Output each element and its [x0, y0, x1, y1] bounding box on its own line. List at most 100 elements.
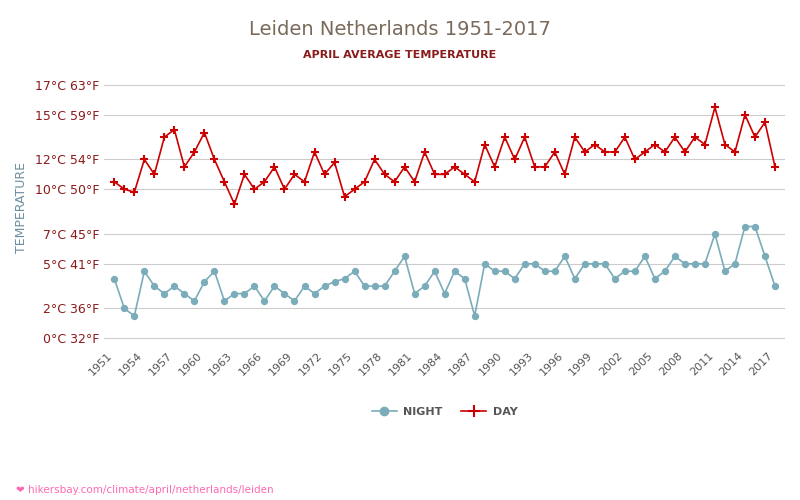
Point — [749, 222, 762, 230]
Point — [148, 282, 161, 290]
Point — [408, 290, 421, 298]
Point — [268, 163, 281, 171]
Point — [298, 178, 311, 186]
Point — [658, 267, 671, 275]
Point — [689, 260, 702, 268]
Point — [598, 148, 611, 156]
Point — [308, 148, 321, 156]
Point — [698, 260, 711, 268]
Point — [638, 252, 651, 260]
Point — [758, 118, 771, 126]
Point — [689, 133, 702, 141]
Point — [508, 156, 521, 164]
Point — [108, 178, 121, 186]
Point — [448, 163, 461, 171]
Point — [438, 290, 451, 298]
Point — [258, 178, 271, 186]
Point — [528, 260, 541, 268]
Point — [578, 148, 591, 156]
Point — [128, 188, 141, 196]
Point — [338, 274, 351, 282]
Point — [458, 170, 471, 178]
Point — [729, 148, 742, 156]
Point — [678, 148, 691, 156]
Point — [558, 252, 571, 260]
Point — [738, 222, 751, 230]
Point — [158, 290, 170, 298]
Point — [718, 267, 731, 275]
Point — [729, 260, 742, 268]
Point — [198, 278, 211, 285]
Point — [758, 252, 771, 260]
Point — [568, 274, 581, 282]
Point — [318, 282, 331, 290]
Point — [609, 148, 622, 156]
Point — [698, 140, 711, 148]
Point — [398, 252, 411, 260]
Point — [468, 312, 481, 320]
Point — [108, 274, 121, 282]
Point — [168, 126, 181, 134]
Point — [629, 267, 642, 275]
Point — [358, 178, 371, 186]
Point — [278, 290, 291, 298]
Point — [438, 170, 451, 178]
Point — [138, 156, 150, 164]
Point — [609, 274, 622, 282]
Point — [528, 163, 541, 171]
Point — [578, 260, 591, 268]
Point — [418, 148, 431, 156]
Point — [248, 185, 261, 193]
Point — [298, 282, 311, 290]
Point — [508, 274, 521, 282]
Point — [498, 267, 511, 275]
Point — [649, 140, 662, 148]
Point — [589, 140, 602, 148]
Point — [488, 163, 501, 171]
Text: Leiden Netherlands 1951-2017: Leiden Netherlands 1951-2017 — [249, 20, 551, 39]
Point — [709, 230, 722, 238]
Point — [348, 267, 361, 275]
Point — [138, 267, 150, 275]
Point — [538, 163, 551, 171]
Point — [168, 282, 181, 290]
Point — [338, 192, 351, 200]
Point — [669, 252, 682, 260]
Point — [458, 274, 471, 282]
Point — [618, 133, 631, 141]
Point — [629, 156, 642, 164]
Point — [718, 140, 731, 148]
Point — [769, 163, 782, 171]
Point — [188, 297, 201, 305]
Point — [558, 170, 571, 178]
Point — [649, 274, 662, 282]
Point — [498, 133, 511, 141]
Point — [188, 148, 201, 156]
Point — [598, 260, 611, 268]
Point — [118, 304, 130, 312]
Point — [368, 156, 381, 164]
Point — [218, 297, 231, 305]
Point — [118, 185, 130, 193]
Point — [568, 133, 581, 141]
Point — [769, 282, 782, 290]
Point — [388, 178, 401, 186]
Point — [548, 267, 561, 275]
Point — [208, 267, 221, 275]
Text: ❤ hikersbay.com/climate/april/netherlands/leiden: ❤ hikersbay.com/climate/april/netherland… — [16, 485, 274, 495]
Point — [548, 148, 561, 156]
Point — [518, 133, 531, 141]
Point — [228, 290, 241, 298]
Point — [248, 282, 261, 290]
Point — [308, 290, 321, 298]
Point — [258, 297, 271, 305]
Point — [709, 104, 722, 112]
Point — [178, 163, 190, 171]
Point — [288, 297, 301, 305]
Point — [278, 185, 291, 193]
Point — [478, 260, 491, 268]
Y-axis label: TEMPERATURE: TEMPERATURE — [15, 162, 28, 254]
Point — [678, 260, 691, 268]
Point — [448, 267, 461, 275]
Point — [408, 178, 421, 186]
